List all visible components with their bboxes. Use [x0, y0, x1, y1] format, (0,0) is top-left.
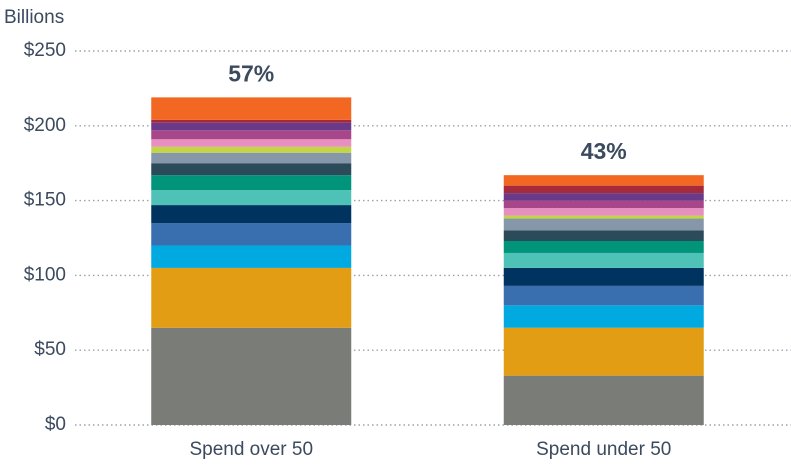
x-tick-label: Spend over 50	[189, 439, 313, 460]
bar-segment	[503, 305, 704, 328]
bar-segment	[151, 190, 352, 206]
bar-segment	[151, 122, 352, 131]
bar-segment	[151, 205, 352, 224]
bar-segment	[151, 175, 352, 191]
bar-annotation: 57%	[228, 60, 274, 86]
bar-segment	[503, 175, 704, 186]
y-tick-label: $100	[24, 264, 66, 285]
bar-segment	[151, 146, 352, 153]
bar-segment	[503, 215, 704, 219]
y-tick-label: $0	[45, 414, 66, 435]
bar-segment	[151, 245, 352, 268]
bar-segment	[151, 152, 352, 164]
bar-segment	[151, 223, 352, 246]
bar-segment	[503, 208, 704, 216]
bar-segment	[503, 327, 704, 376]
bar-segment	[151, 327, 352, 425]
y-tick-label: $200	[24, 115, 66, 136]
y-tick-label: $50	[34, 339, 66, 360]
bar-annotation: 43%	[581, 138, 627, 164]
y-axis-label: Billions	[4, 7, 64, 28]
bar-segment	[503, 185, 704, 194]
bar-segment	[503, 200, 704, 209]
bar-segment	[503, 240, 704, 253]
bar-segment	[503, 252, 704, 268]
y-tick-label: $250	[24, 40, 66, 61]
bar-segment	[503, 218, 704, 231]
bar-segment	[503, 267, 704, 286]
bar-segment	[151, 130, 352, 140]
x-tick-label: Spend under 50	[536, 439, 671, 460]
bar-segment	[151, 119, 352, 123]
bar-segment	[151, 163, 352, 176]
bar-segment	[503, 230, 704, 241]
y-tick-label: $150	[24, 190, 66, 211]
bar-segment	[151, 139, 352, 147]
bar-segment	[151, 97, 352, 120]
bar-segment	[503, 375, 704, 425]
bar-segment	[503, 193, 704, 201]
bar-segment	[503, 285, 704, 306]
bar-segment	[151, 267, 352, 328]
